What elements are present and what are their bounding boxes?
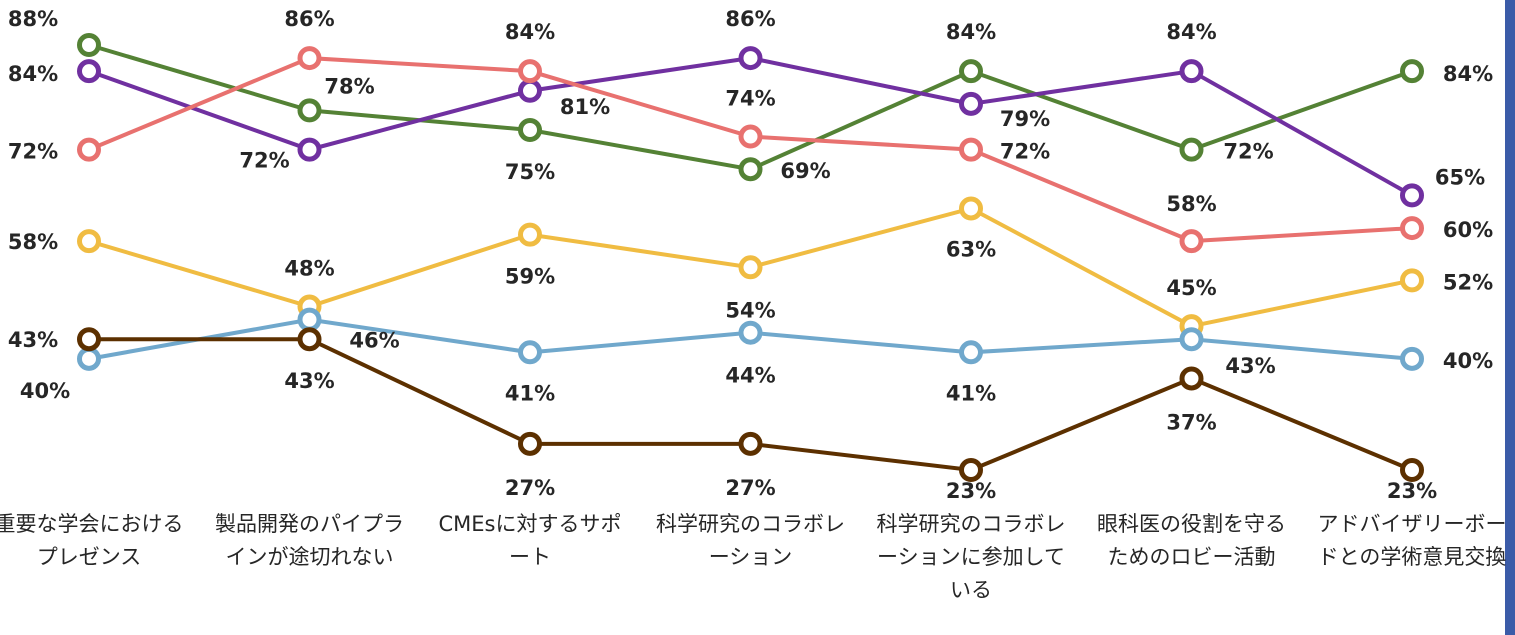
data-label: 58% [8,230,58,254]
x-tick-label: アドバイザリーボードとの学術意見交換 [1317,512,1507,569]
point-marker [518,431,542,456]
point-marker [518,340,542,365]
point-marker [297,46,322,71]
point-marker [1400,59,1424,84]
data-label: 54% [725,298,775,322]
data-label: 84% [8,62,58,86]
data-label: 84% [1166,20,1216,44]
data-label: 40% [20,379,70,403]
data-label: 43% [284,369,334,393]
data-label: 84% [1443,62,1493,86]
x-tick-label: CMEsに対するサポート [438,512,622,569]
x-tick-label: 科学研究のコラボレーションに参加している [876,512,1066,602]
point-marker [518,222,542,247]
point-marker [959,196,983,221]
data-label: 46% [349,329,399,353]
x-tick-label: 重要な学会におけるプレゼンス [0,512,184,569]
point-marker [1400,458,1424,482]
point-marker [297,327,322,352]
data-label: 44% [725,364,775,388]
data-label: 43% [1225,354,1275,378]
point-marker [738,255,763,280]
x-tick-label: 眼科医の役割を守るためのロビー活動 [1097,512,1286,569]
point-marker [1400,346,1424,371]
data-label: 58% [1166,192,1216,216]
data-label: 27% [725,476,775,500]
point-marker [297,98,322,123]
point-marker [959,137,983,162]
data-label: 37% [1166,410,1216,434]
point-marker [518,78,542,103]
point-marker [959,458,983,482]
data-label: 23% [946,479,996,503]
point-marker [1179,229,1204,254]
data-label: 86% [284,7,334,31]
data-label: 60% [1443,218,1493,242]
data-label: 88% [8,7,58,31]
point-marker [1179,327,1204,352]
data-label: 69% [780,159,830,183]
data-label: 27% [505,476,555,500]
data-label: 48% [284,257,334,281]
data-label: 23% [1387,479,1437,503]
point-marker [1400,268,1424,293]
point-marker [959,340,983,365]
point-marker [1400,216,1424,241]
point-marker [738,157,763,182]
data-label: 79% [1000,107,1050,131]
point-marker [1179,59,1204,84]
point-marker [77,137,101,162]
point-marker [738,46,763,71]
data-label: 84% [505,20,555,44]
data-label: 43% [8,328,58,352]
x-tick-label: 製品開発のパイプラインが途切れない [215,512,404,569]
data-label: 84% [946,20,996,44]
data-label: 65% [1435,165,1485,189]
point-marker [1179,366,1204,391]
point-marker [738,320,763,345]
point-marker [77,59,101,84]
point-marker [1400,183,1424,208]
data-label: 72% [1223,140,1273,164]
point-marker [738,431,763,456]
data-label: 40% [1443,349,1493,373]
side-bar [1505,0,1515,635]
point-marker [959,91,983,116]
point-marker [297,307,322,332]
point-marker [77,33,101,57]
data-label: 52% [1443,270,1493,294]
point-marker [77,327,101,352]
data-label: 41% [946,381,996,405]
point-marker [959,59,983,84]
point-marker [77,229,101,254]
data-label: 63% [946,237,996,261]
point-marker [1179,137,1204,162]
point-marker [738,124,763,149]
data-label: 86% [725,7,775,31]
data-label: 41% [505,381,555,405]
point-marker [297,137,322,162]
point-marker [518,59,542,84]
data-label: 45% [1166,276,1216,300]
data-label: 72% [8,140,58,164]
data-label: 72% [1000,140,1050,164]
data-label: 81% [560,95,610,119]
data-label: 59% [505,265,555,289]
point-marker [518,118,542,142]
point-marker [77,346,101,371]
data-label: 72% [239,149,289,173]
data-label: 78% [324,74,374,98]
x-tick-label: 科学研究のコラボレーション [656,512,845,569]
data-label: 75% [505,160,555,184]
data-label: 74% [725,87,775,111]
